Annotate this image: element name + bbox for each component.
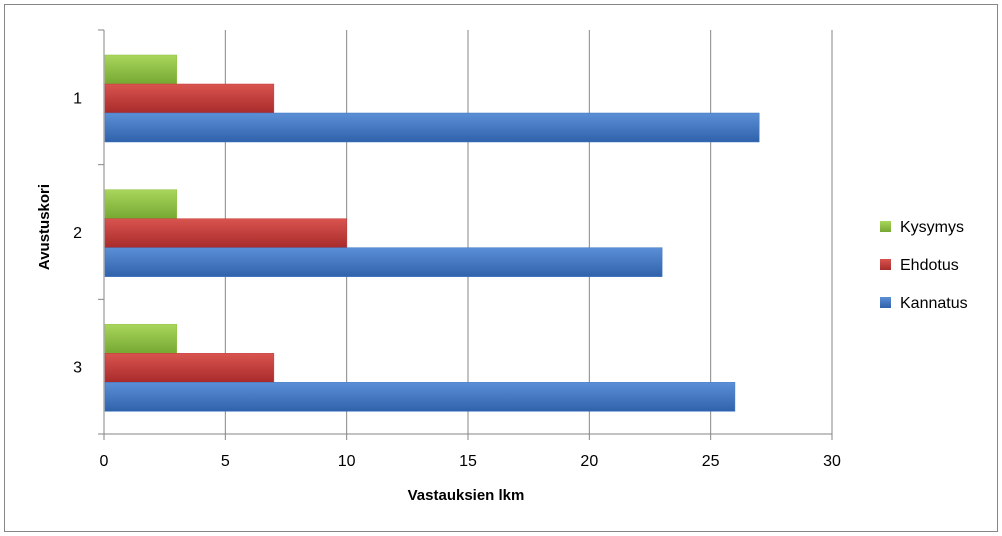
y-axis-title: Avustuskori [36,184,53,270]
bar-kannatus-3 [104,382,736,412]
x-tick-label-20: 20 [580,453,598,470]
bar-kysymys-3 [104,324,178,354]
legend-label-kysymys: Kysymys [900,219,964,236]
legend: Kysymys Ehdotus Kannatus [880,219,968,312]
x-tick-label-5: 5 [221,453,230,470]
legend-label-ehdotus: Ehdotus [900,257,959,274]
x-axis-title: Vastauksien lkm [408,487,525,504]
bar-kysymys-2 [104,189,178,219]
x-tick-label-10: 10 [338,453,356,470]
bar-kysymys-1 [104,54,178,85]
bar-kannatus-2 [104,247,663,277]
y-tick-label-3: 3 [73,360,82,377]
y-tick-label-2: 2 [73,225,82,242]
bar-kannatus-1 [104,112,760,143]
legend-swatch-kysymys [880,221,891,232]
bar-ehdotus-1 [104,83,275,114]
legend-label-kannatus: Kannatus [900,295,968,312]
x-tick-label-25: 25 [702,453,720,470]
bars [104,54,760,412]
bar-ehdotus-2 [104,218,347,248]
x-tick-label-15: 15 [459,453,477,470]
x-tick-label-0: 0 [100,453,109,470]
axes [98,29,833,440]
x-tick-label-30: 30 [823,453,841,470]
y-tick-label-1: 1 [73,90,82,107]
legend-swatch-kannatus [880,297,891,308]
bar-ehdotus-3 [104,353,275,383]
legend-swatch-ehdotus [880,259,891,270]
tick-labels: 0 5 10 15 20 25 30 1 2 3 [73,90,841,470]
